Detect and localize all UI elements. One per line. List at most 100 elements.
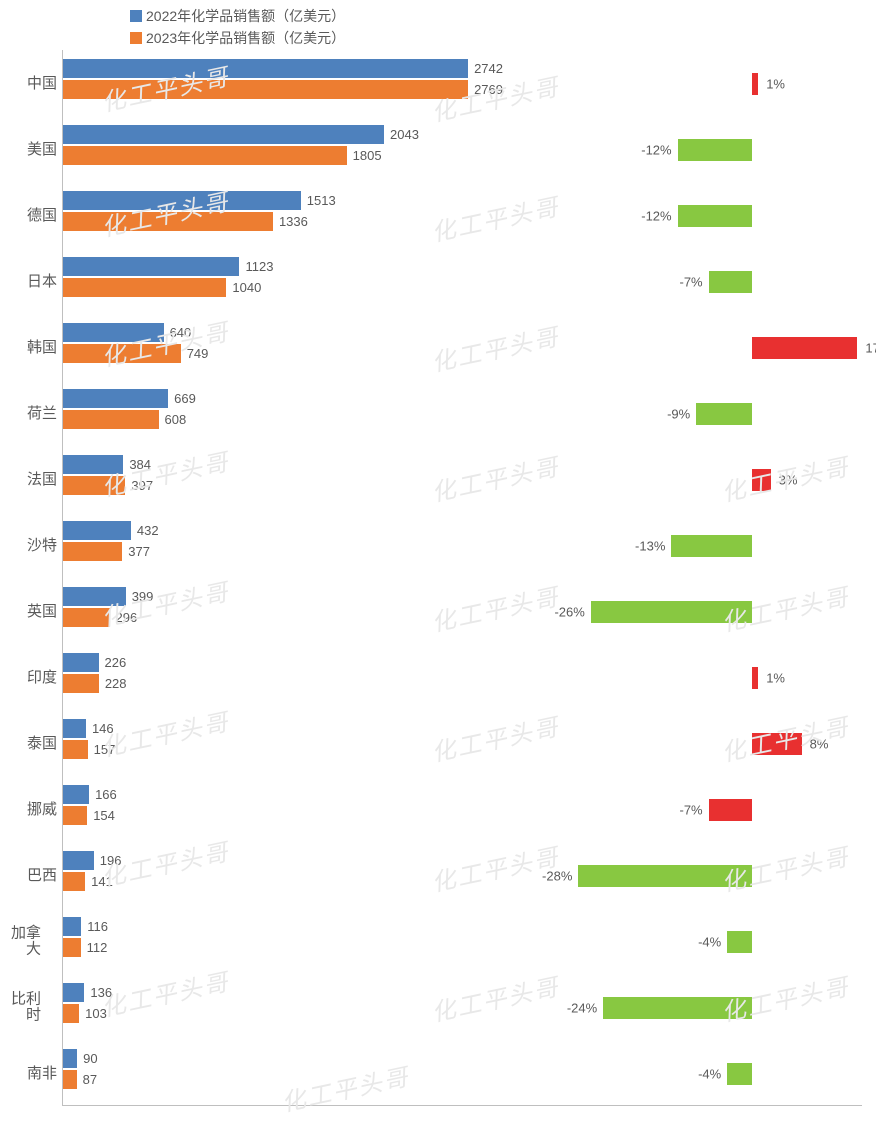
pct-change-bar [603,997,752,1019]
pct-change-label: -7% [679,802,702,817]
pct-change-group: -13% [532,535,812,557]
pct-change-group: -9% [532,403,812,425]
pct-change-bar [752,337,857,359]
legend-label-2023: 2023年化学品销售额（亿美元） [146,28,345,48]
bar-rect [63,1049,77,1068]
pct-change-group: -12% [532,205,812,227]
bars-group: 640749 [63,323,503,365]
bar-value-label: 432 [137,523,159,538]
bar-value-label: 384 [129,457,151,472]
bar-value-label: 87 [83,1072,97,1087]
pct-change-bar [678,139,752,161]
bar-value-label: 640 [170,325,192,340]
bars-group: 166154 [63,785,503,827]
pct-change-label: -4% [698,934,721,949]
bar-value-label: 1040 [232,280,261,295]
pct-change-group: 3% [532,469,812,491]
bar-2022: 146 [63,719,503,738]
pct-change-label: -9% [667,406,690,421]
bar-2022: 384 [63,455,503,474]
bar-rect [63,323,164,342]
pct-change-bar [709,271,752,293]
pct-change-group: -7% [532,271,812,293]
bar-2022: 166 [63,785,503,804]
bars-group: 1513 1336 [63,191,503,233]
pct-change-label: -12% [641,208,671,223]
pct-change-group: -4% [532,931,812,953]
bar-value-label: 2742 [474,61,503,76]
bar-rect [63,1004,79,1023]
bar-rect [63,785,89,804]
country-name: 比利时 [7,991,41,1024]
bar-2022: 90 [63,1049,503,1068]
pct-change-label: 3% [779,472,798,487]
legend: 2022年化学品销售额（亿美元） 2023年化学品销售额（亿美元） [130,6,345,50]
bar-2022: 116 [63,917,503,936]
legend-swatch-2022 [130,10,142,22]
bars-group: 2742 2769 [63,59,503,101]
bars-group: 9087 [63,1049,503,1091]
country-row: 巴西196141-28% [63,842,862,908]
legend-swatch-2023 [130,32,142,44]
bar-rect [63,719,86,738]
bar-rect [63,389,168,408]
pct-change-bar [727,931,752,953]
bar-2023: 749 [63,344,503,363]
country-name: 泰国 [7,735,57,752]
country-row: 比利时136103-24% [63,974,862,1040]
legend-item-2022: 2022年化学品销售额（亿美元） [130,6,345,26]
bar-value-label: 228 [105,676,127,691]
bar-2022: 226 [63,653,503,672]
bar-2022: 136 [63,983,503,1002]
pct-change-label: 8% [810,736,829,751]
bars-group: 136103 [63,983,503,1025]
bar-value-label: 146 [92,721,114,736]
country-name: 英国 [7,603,57,620]
pct-change-group: 1% [532,73,812,95]
country-name: 韩国 [7,339,57,356]
pct-change-bar [752,733,802,755]
pct-change-group: -12% [532,139,812,161]
bar-rect [63,806,87,825]
bar-2023: 1040 [63,278,503,297]
bar-rect [63,59,468,78]
bar-value-label: 2769 [474,82,503,97]
bars-group: 226228 [63,653,503,695]
bar-value-label: 141 [91,874,113,889]
pct-change-label: -12% [641,142,671,157]
bar-value-label: 377 [128,544,150,559]
bar-2023: 141 [63,872,503,891]
country-row: 英国399296-26% [63,578,862,644]
bar-rect [63,146,347,165]
country-row: 南非9087-4% [63,1040,862,1106]
bar-2022: 2742 [63,59,503,78]
bar-value-label: 1513 [307,193,336,208]
pct-change-label: -28% [542,868,572,883]
bar-2023: 1336 [63,212,503,231]
pct-change-bar [671,535,752,557]
bar-value-label: 157 [94,742,116,757]
bar-rect [63,674,99,693]
pct-change-label: -13% [635,538,665,553]
bar-rect [63,938,81,957]
pct-change-bar [678,205,752,227]
country-row: 法国3843973% [63,446,862,512]
bar-value-label: 397 [131,478,153,493]
pct-change-group: -26% [532,601,812,623]
bar-value-label: 112 [87,940,108,955]
country-name: 印度 [7,669,57,686]
country-name: 巴西 [7,867,57,884]
pct-change-group: 8% [532,733,812,755]
country-row: 挪威166154-7% [63,776,862,842]
bar-rect [63,521,131,540]
pct-change-bar [727,1063,752,1085]
bar-2022: 1513 [63,191,503,210]
pct-change-group: -28% [532,865,812,887]
bar-rect [63,872,85,891]
bar-value-label: 154 [93,808,115,823]
bar-rect [63,542,122,561]
country-row: 韩国64074917% [63,314,862,380]
bar-rect [63,476,125,495]
bars-group: 146157 [63,719,503,761]
bars-group: 399296 [63,587,503,629]
